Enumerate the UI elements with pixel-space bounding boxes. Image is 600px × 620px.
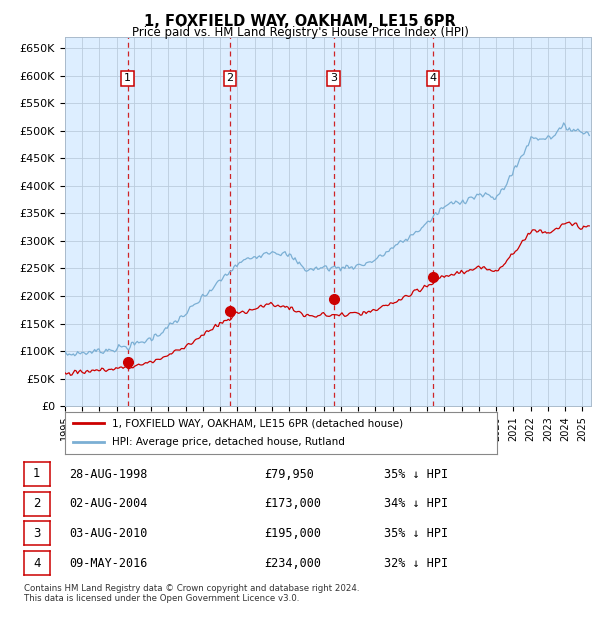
Text: 32% ↓ HPI: 32% ↓ HPI [384, 557, 448, 570]
Text: 28-AUG-1998: 28-AUG-1998 [69, 467, 148, 481]
Text: 03-AUG-2010: 03-AUG-2010 [69, 527, 148, 540]
Text: £79,950: £79,950 [264, 467, 314, 481]
Text: 1, FOXFIELD WAY, OAKHAM, LE15 6PR (detached house): 1, FOXFIELD WAY, OAKHAM, LE15 6PR (detac… [112, 418, 403, 428]
Text: £173,000: £173,000 [264, 497, 321, 510]
Text: 2: 2 [33, 497, 41, 510]
Text: 3: 3 [33, 527, 41, 540]
Text: 09-MAY-2016: 09-MAY-2016 [69, 557, 148, 570]
Text: Price paid vs. HM Land Registry's House Price Index (HPI): Price paid vs. HM Land Registry's House … [131, 26, 469, 39]
Text: Contains HM Land Registry data © Crown copyright and database right 2024.
This d: Contains HM Land Registry data © Crown c… [24, 584, 359, 603]
Text: 35% ↓ HPI: 35% ↓ HPI [384, 467, 448, 481]
Text: 4: 4 [430, 74, 437, 84]
Text: HPI: Average price, detached house, Rutland: HPI: Average price, detached house, Rutl… [112, 438, 345, 448]
Text: 1, FOXFIELD WAY, OAKHAM, LE15 6PR: 1, FOXFIELD WAY, OAKHAM, LE15 6PR [144, 14, 456, 29]
Text: 2: 2 [227, 74, 233, 84]
Text: 02-AUG-2004: 02-AUG-2004 [69, 497, 148, 510]
Text: 1: 1 [124, 74, 131, 84]
Text: 3: 3 [330, 74, 337, 84]
Text: 4: 4 [33, 557, 41, 570]
Text: 35% ↓ HPI: 35% ↓ HPI [384, 527, 448, 540]
Text: £195,000: £195,000 [264, 527, 321, 540]
Text: 1: 1 [33, 467, 41, 481]
Text: 34% ↓ HPI: 34% ↓ HPI [384, 497, 448, 510]
Text: £234,000: £234,000 [264, 557, 321, 570]
